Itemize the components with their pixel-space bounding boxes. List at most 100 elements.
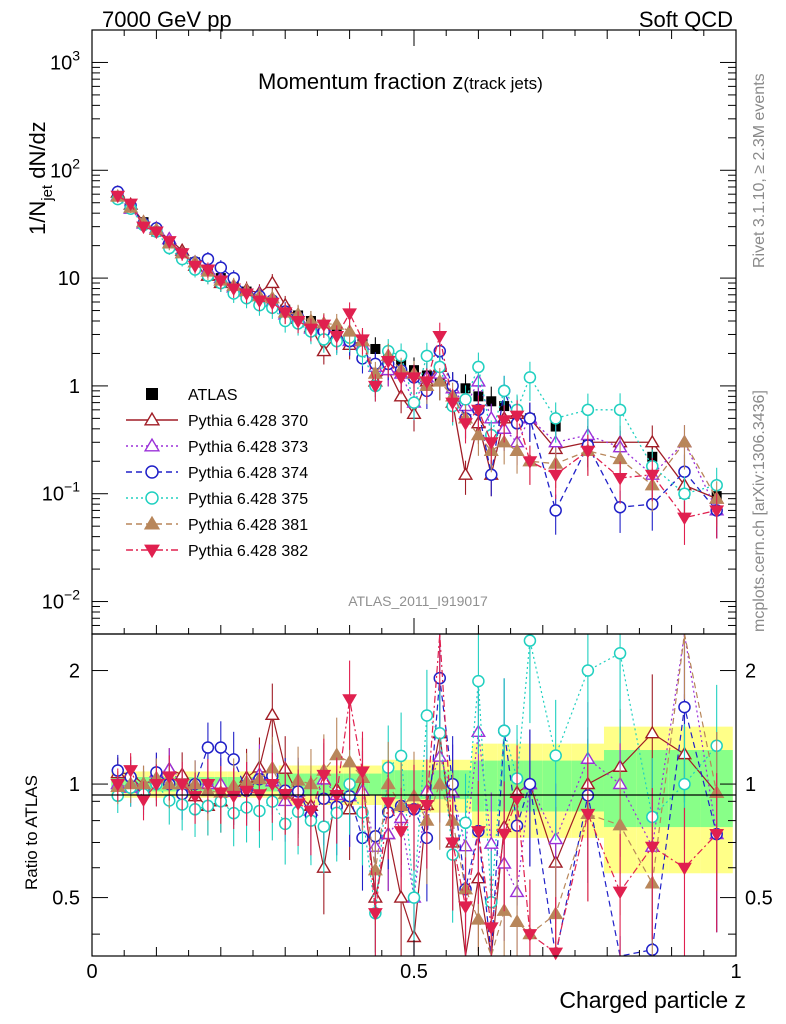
ratio-point [303, 805, 319, 819]
series-6 [110, 190, 725, 961]
header-left: 7000 GeV pp [102, 7, 232, 32]
ratio-point [432, 776, 448, 790]
ratio-point [239, 785, 254, 799]
ratio-point [355, 766, 370, 779]
data-point [644, 469, 660, 483]
legend-item: Pythia 6.428 375 [126, 491, 308, 508]
data-point [136, 221, 151, 235]
ratio-point [393, 826, 409, 839]
ratio-y-axis-label: Ratio to ATLAS [22, 775, 41, 890]
ratio-point [471, 826, 486, 839]
data-point [709, 505, 725, 518]
x-tick-label: 0 [86, 961, 97, 983]
legend-item: Pythia 6.428 381 [126, 515, 308, 534]
ratio-point [342, 754, 358, 768]
y-tick-label: 103 [50, 47, 80, 74]
ratio-point [459, 816, 472, 830]
mcplots-text: mcplots.cern.ch [arXiv:1306.3436] [751, 390, 768, 632]
header-right: Soft QCD [639, 7, 733, 32]
legend-marker [146, 388, 158, 400]
y-tick-label: 10−2 [42, 587, 80, 614]
ylabel-tail: dN/dz [25, 121, 50, 185]
ratio-tick-label-right: 1 [745, 774, 756, 796]
ratio-point [420, 709, 434, 722]
data-point [509, 443, 525, 456]
x-tick-label: 1 [730, 961, 741, 983]
data-point [213, 275, 229, 289]
ratio-point [110, 779, 126, 792]
data-point [486, 396, 497, 407]
data-point [419, 376, 435, 389]
chart-title: Momentum fraction z(track jets) [258, 69, 543, 94]
data-point [459, 393, 472, 406]
legend: ATLAS Pythia 6.428 370 Pythia 6.428 373 Pyt… [126, 387, 308, 560]
y-tick-label: 1 [69, 376, 80, 398]
analysis-tag: ATLAS_2011_I919017 [348, 593, 488, 609]
legend-marker [145, 491, 159, 505]
data-point [342, 308, 357, 321]
data-point [252, 295, 267, 308]
data-point [483, 437, 499, 450]
data-point [277, 307, 293, 320]
ratio-point [678, 700, 691, 714]
data-point [303, 323, 319, 337]
data-point [214, 261, 228, 274]
data-point [407, 396, 421, 409]
data-point [470, 427, 486, 441]
ratio-point [367, 908, 383, 921]
ratio-point [709, 829, 725, 842]
ratio-tick-label-right: 2 [745, 661, 756, 683]
ratio-point [393, 889, 409, 903]
data-point [580, 445, 596, 459]
ratio-point [613, 647, 627, 660]
legend-marker [145, 465, 159, 479]
ratio-point [213, 787, 229, 800]
ratio-point [483, 922, 499, 935]
ylabel-sub: jet [39, 184, 56, 202]
ratio-point [161, 771, 177, 784]
ratio-point [612, 886, 628, 900]
data-point [355, 334, 370, 347]
data-point [239, 288, 254, 301]
ratio-point [496, 828, 512, 842]
data-point [187, 260, 203, 274]
data-point [644, 434, 660, 448]
ratio-point [433, 727, 447, 740]
ratio-point [445, 837, 461, 850]
data-point [496, 415, 512, 428]
data-point [406, 372, 422, 385]
ratio-point [458, 901, 473, 914]
ratio-tick-label-right: 0.5 [745, 888, 773, 910]
ratio-point [581, 664, 595, 677]
ylabel-main: 1/N [25, 201, 50, 235]
ratio-point [523, 777, 537, 791]
ratio-point [419, 799, 435, 813]
data-point [290, 315, 306, 329]
ratio-point [580, 808, 596, 822]
data-point [123, 198, 139, 212]
axis-ticks [91, 29, 737, 956]
ratio-point [290, 798, 306, 811]
data-point [420, 349, 434, 363]
ratio-point [329, 789, 345, 803]
data-point [472, 360, 485, 374]
green-band [542, 760, 572, 812]
ratio-point [548, 947, 564, 961]
data-point [548, 469, 564, 483]
ratio-point [136, 794, 151, 808]
legend-label: Pythia 6.428 382 [188, 543, 308, 560]
data-point [549, 504, 562, 517]
legend-label: Pythia 6.428 373 [188, 439, 308, 456]
ratio-point [123, 765, 139, 778]
green-band [368, 773, 382, 796]
data-point [432, 373, 448, 387]
ratio-point [612, 817, 628, 831]
data-point [676, 434, 693, 448]
ratio-point [472, 674, 485, 688]
ratio-point [549, 749, 562, 762]
ratio-point [522, 929, 538, 942]
main-y-axis-label: 1/Njet dN/dz [25, 121, 56, 235]
data-point [264, 275, 280, 289]
legend-label: Pythia 6.428 381 [188, 517, 308, 534]
data-point [329, 331, 345, 344]
